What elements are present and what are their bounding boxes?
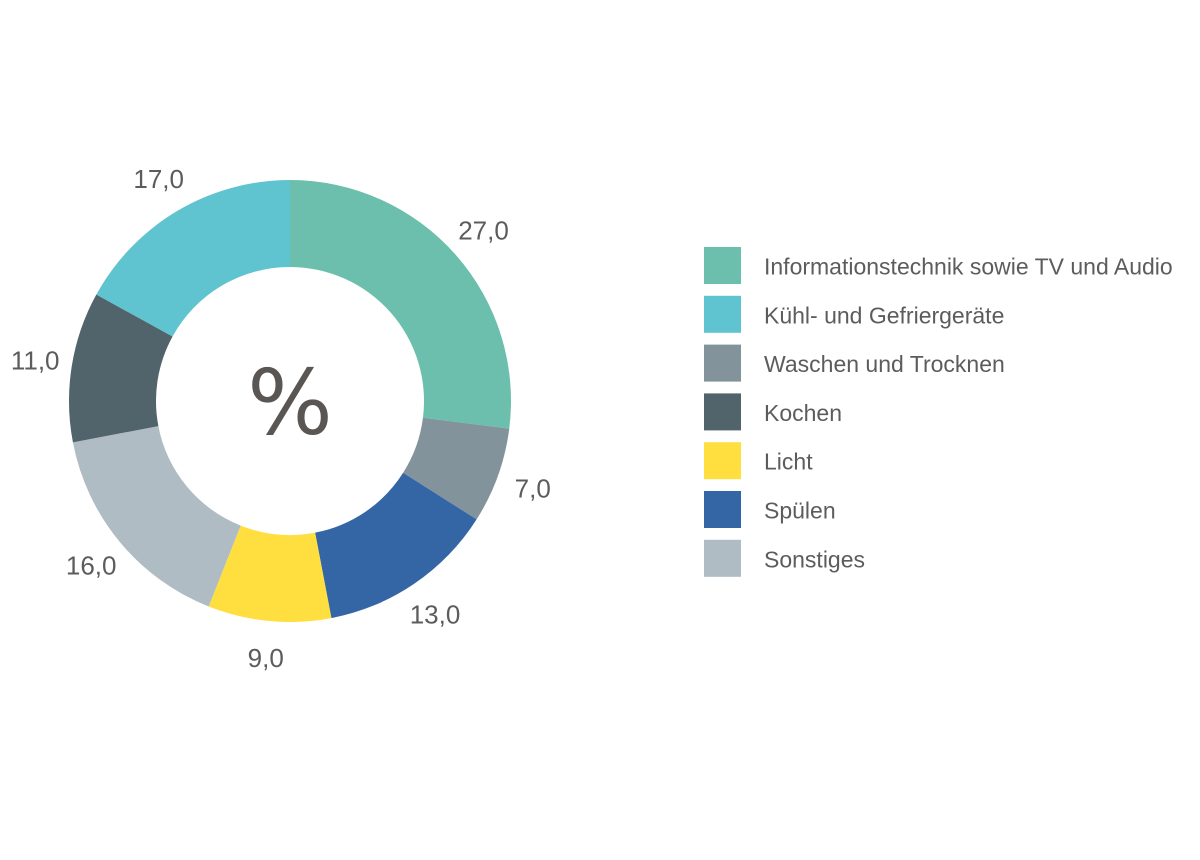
value-label-spülen: 13,0 xyxy=(410,599,461,629)
value-label-kühl-und-gefriergeräte: 17,0 xyxy=(133,164,184,194)
chart-legend: Informationstechnik sowie TV und Audio Kü… xyxy=(704,247,1173,577)
legend-swatch-sonstiges xyxy=(704,539,741,577)
value-label-waschen-und-trocknen: 7,0 xyxy=(515,473,551,503)
legend-swatch-kühl-und-gefriergeräte xyxy=(704,295,741,333)
legend-label-informationstechnik-sowie-tv-und-audio: Informationstechnik sowie TV und Audio xyxy=(764,254,1173,280)
slice-licht xyxy=(208,525,332,622)
legend-swatch-kochen xyxy=(704,393,741,431)
center-percent-symbol: % xyxy=(247,351,333,456)
legend-label-kochen: Kochen xyxy=(764,400,842,426)
legend-label-licht: Licht xyxy=(764,449,813,475)
value-label-sonstiges: 16,0 xyxy=(66,550,117,580)
legend-swatch-licht xyxy=(704,442,741,480)
value-label-informationstechnik-sowie-tv-und-audio: 27,0 xyxy=(458,215,509,245)
value-label-kochen: 11,0 xyxy=(11,346,60,376)
slice-sonstiges xyxy=(72,426,241,607)
legend-label-kühl-und-gefriergeräte: Kühl- und Gefriergeräte xyxy=(764,302,1004,328)
chart-slices xyxy=(69,180,511,622)
chart-value-labels: 27,0 7,0 13,0 9,0 16,0 11,0 17,0 xyxy=(11,164,551,673)
legend-swatch-waschen-und-trocknen xyxy=(704,344,741,382)
slice-kühl-und-gefriergeräte xyxy=(96,180,290,337)
legend-swatch-spülen xyxy=(704,491,741,528)
legend-label-spülen: Spülen xyxy=(764,498,836,524)
slice-informationstechnik-sowie-tv-und-audio xyxy=(290,180,511,429)
legend-label-sonstiges: Sonstiges xyxy=(764,546,865,572)
slice-waschen-und-trocknen xyxy=(403,417,510,520)
legend-label-waschen-und-trocknen: Waschen und Trocknen xyxy=(764,351,1005,377)
slice-kochen xyxy=(69,294,173,443)
slice-spülen xyxy=(315,472,477,619)
legend-swatch-informationstechnik-sowie-tv-und-audio xyxy=(704,247,741,284)
value-label-licht: 9,0 xyxy=(248,643,284,673)
